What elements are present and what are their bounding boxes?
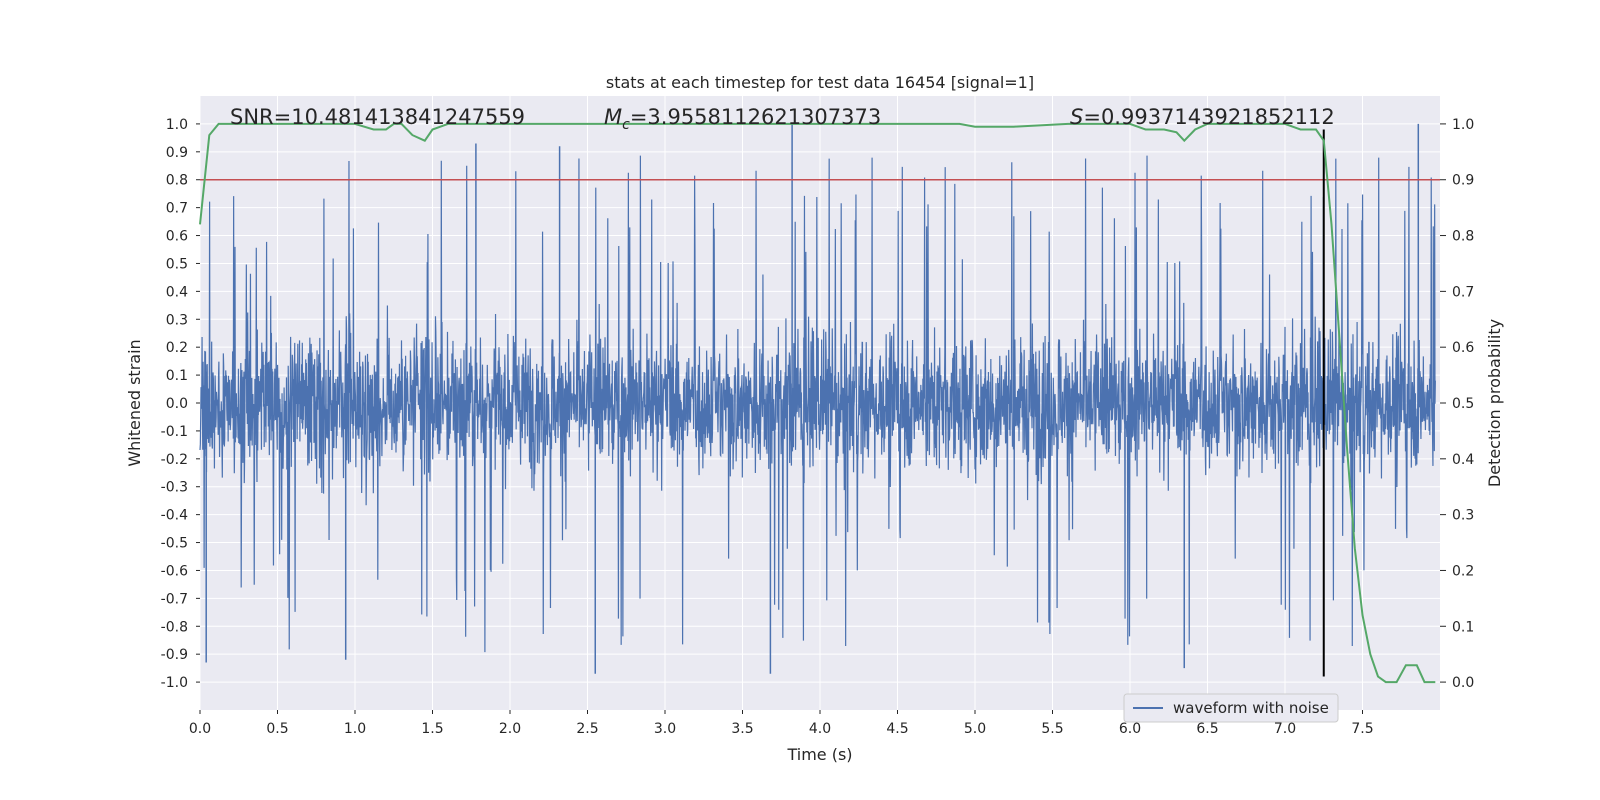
snr-annotation: SNR=10.481413841247559 xyxy=(230,105,525,129)
legend-label: waveform with noise xyxy=(1173,699,1329,717)
left-y-tick-label: -0.7 xyxy=(161,591,188,607)
left-y-axis-label: Whitened strain xyxy=(125,339,144,466)
s-value: =0.9937143921852112 xyxy=(1083,105,1334,129)
left-y-tick-label: -0.5 xyxy=(161,536,188,552)
reference-lines xyxy=(200,129,1440,677)
x-tick-label: 4.0 xyxy=(809,721,831,737)
waveform-with-noise-series xyxy=(199,123,1436,674)
left-y-tick-label: 0.0 xyxy=(166,396,188,412)
x-tick-label: 4.5 xyxy=(886,721,908,737)
right-y-tick-label: 0.0 xyxy=(1452,675,1474,691)
chirp-mass-subscript: c xyxy=(622,117,630,133)
s-symbol: S xyxy=(1070,105,1083,129)
right-y-axis-label: Detection probability xyxy=(1485,319,1504,487)
left-y-tick-label: 0.3 xyxy=(166,312,188,328)
left-y-tick-label: 0.7 xyxy=(166,201,188,217)
left-y-tick-label: -1.0 xyxy=(161,675,188,691)
chirp-mass-symbol: M xyxy=(604,105,622,129)
left-y-tick-labels: -1.0 -0.9 -0.8 -0.7 -0.6 -0.5 -0.4 -0.3 -0.2 -0.1… xyxy=(161,117,200,691)
detection-probability-series xyxy=(199,122,1436,684)
x-tick-label: 3.5 xyxy=(731,721,753,737)
left-y-tick-label: 1.0 xyxy=(166,117,188,133)
right-y-tick-labels: 0.0 0.1 0.2 0.3 0.4 0.5 0.6 0.7 0.8 0.9 1.0 xyxy=(1440,117,1474,691)
x-tick-label: 6.0 xyxy=(1119,721,1141,737)
right-y-tick-label: 0.4 xyxy=(1452,452,1474,468)
chart-title: stats at each timestep for test data 164… xyxy=(606,73,1034,92)
right-y-tick-label: 0.8 xyxy=(1452,229,1474,245)
x-tick-label: 0.5 xyxy=(266,721,288,737)
x-tick-label: 5.0 xyxy=(964,721,986,737)
x-tick-label: 6.5 xyxy=(1196,721,1218,737)
x-tick-labels: 0.0 0.5 1.0 1.5 2.0 2.5 3.0 3.5 4.0 4.5 5.0 5.5 6.0 6… xyxy=(189,710,1374,737)
x-tick-label: 1.0 xyxy=(344,721,366,737)
x-tick-label: 3.0 xyxy=(654,721,676,737)
left-y-tick-label: -0.8 xyxy=(161,619,188,635)
left-y-tick-label: 0.1 xyxy=(166,368,188,384)
left-y-tick-label: 0.2 xyxy=(166,340,188,356)
legend-box xyxy=(1123,693,1339,723)
x-axis-label: Time (s) xyxy=(786,745,852,764)
x-tick-label: 7.5 xyxy=(1351,721,1373,737)
left-y-tick-label: -0.4 xyxy=(161,508,188,524)
x-tick-label: 1.5 xyxy=(421,721,443,737)
left-y-tick-label: -0.9 xyxy=(161,647,188,663)
legend: waveform with noise xyxy=(1123,693,1339,723)
s-annotation: S=0.9937143921852112 xyxy=(1070,105,1335,129)
left-y-tick-label: -0.1 xyxy=(161,424,188,440)
waveform-with-noise-line xyxy=(199,155,1436,653)
right-y-tick-label: 0.9 xyxy=(1452,173,1474,189)
left-y-tick-label: -0.6 xyxy=(161,563,188,579)
left-y-tick-label: 0.6 xyxy=(166,229,188,245)
left-y-tick-label: -0.3 xyxy=(161,480,188,496)
chirp-mass-annotation: Mc=3.9558112621307373 xyxy=(604,105,881,133)
x-tick-label: 2.5 xyxy=(576,721,598,737)
left-y-tick-label: 0.9 xyxy=(166,145,188,161)
left-y-tick-label: 0.4 xyxy=(166,284,188,300)
left-y-tick-label: 0.8 xyxy=(166,173,188,189)
x-tick-label: 0.0 xyxy=(189,721,211,737)
x-tick-label: 5.5 xyxy=(1041,721,1063,737)
right-y-tick-label: 0.7 xyxy=(1452,284,1474,300)
right-y-tick-label: 0.1 xyxy=(1452,619,1474,635)
x-tick-label: 7.0 xyxy=(1274,721,1296,737)
left-y-tick-label: 0.5 xyxy=(166,256,188,272)
right-y-tick-label: 0.2 xyxy=(1452,563,1474,579)
right-y-tick-label: 0.5 xyxy=(1452,396,1474,412)
right-y-tick-label: 1.0 xyxy=(1452,117,1474,133)
detection-probability-line xyxy=(199,122,1436,684)
right-y-tick-label: 0.6 xyxy=(1452,340,1474,356)
right-y-tick-label: 0.3 xyxy=(1452,508,1474,524)
x-tick-label: 2.0 xyxy=(499,721,521,737)
left-y-tick-label: -0.2 xyxy=(161,452,188,468)
chirp-mass-value: =3.9558112621307373 xyxy=(630,105,881,129)
